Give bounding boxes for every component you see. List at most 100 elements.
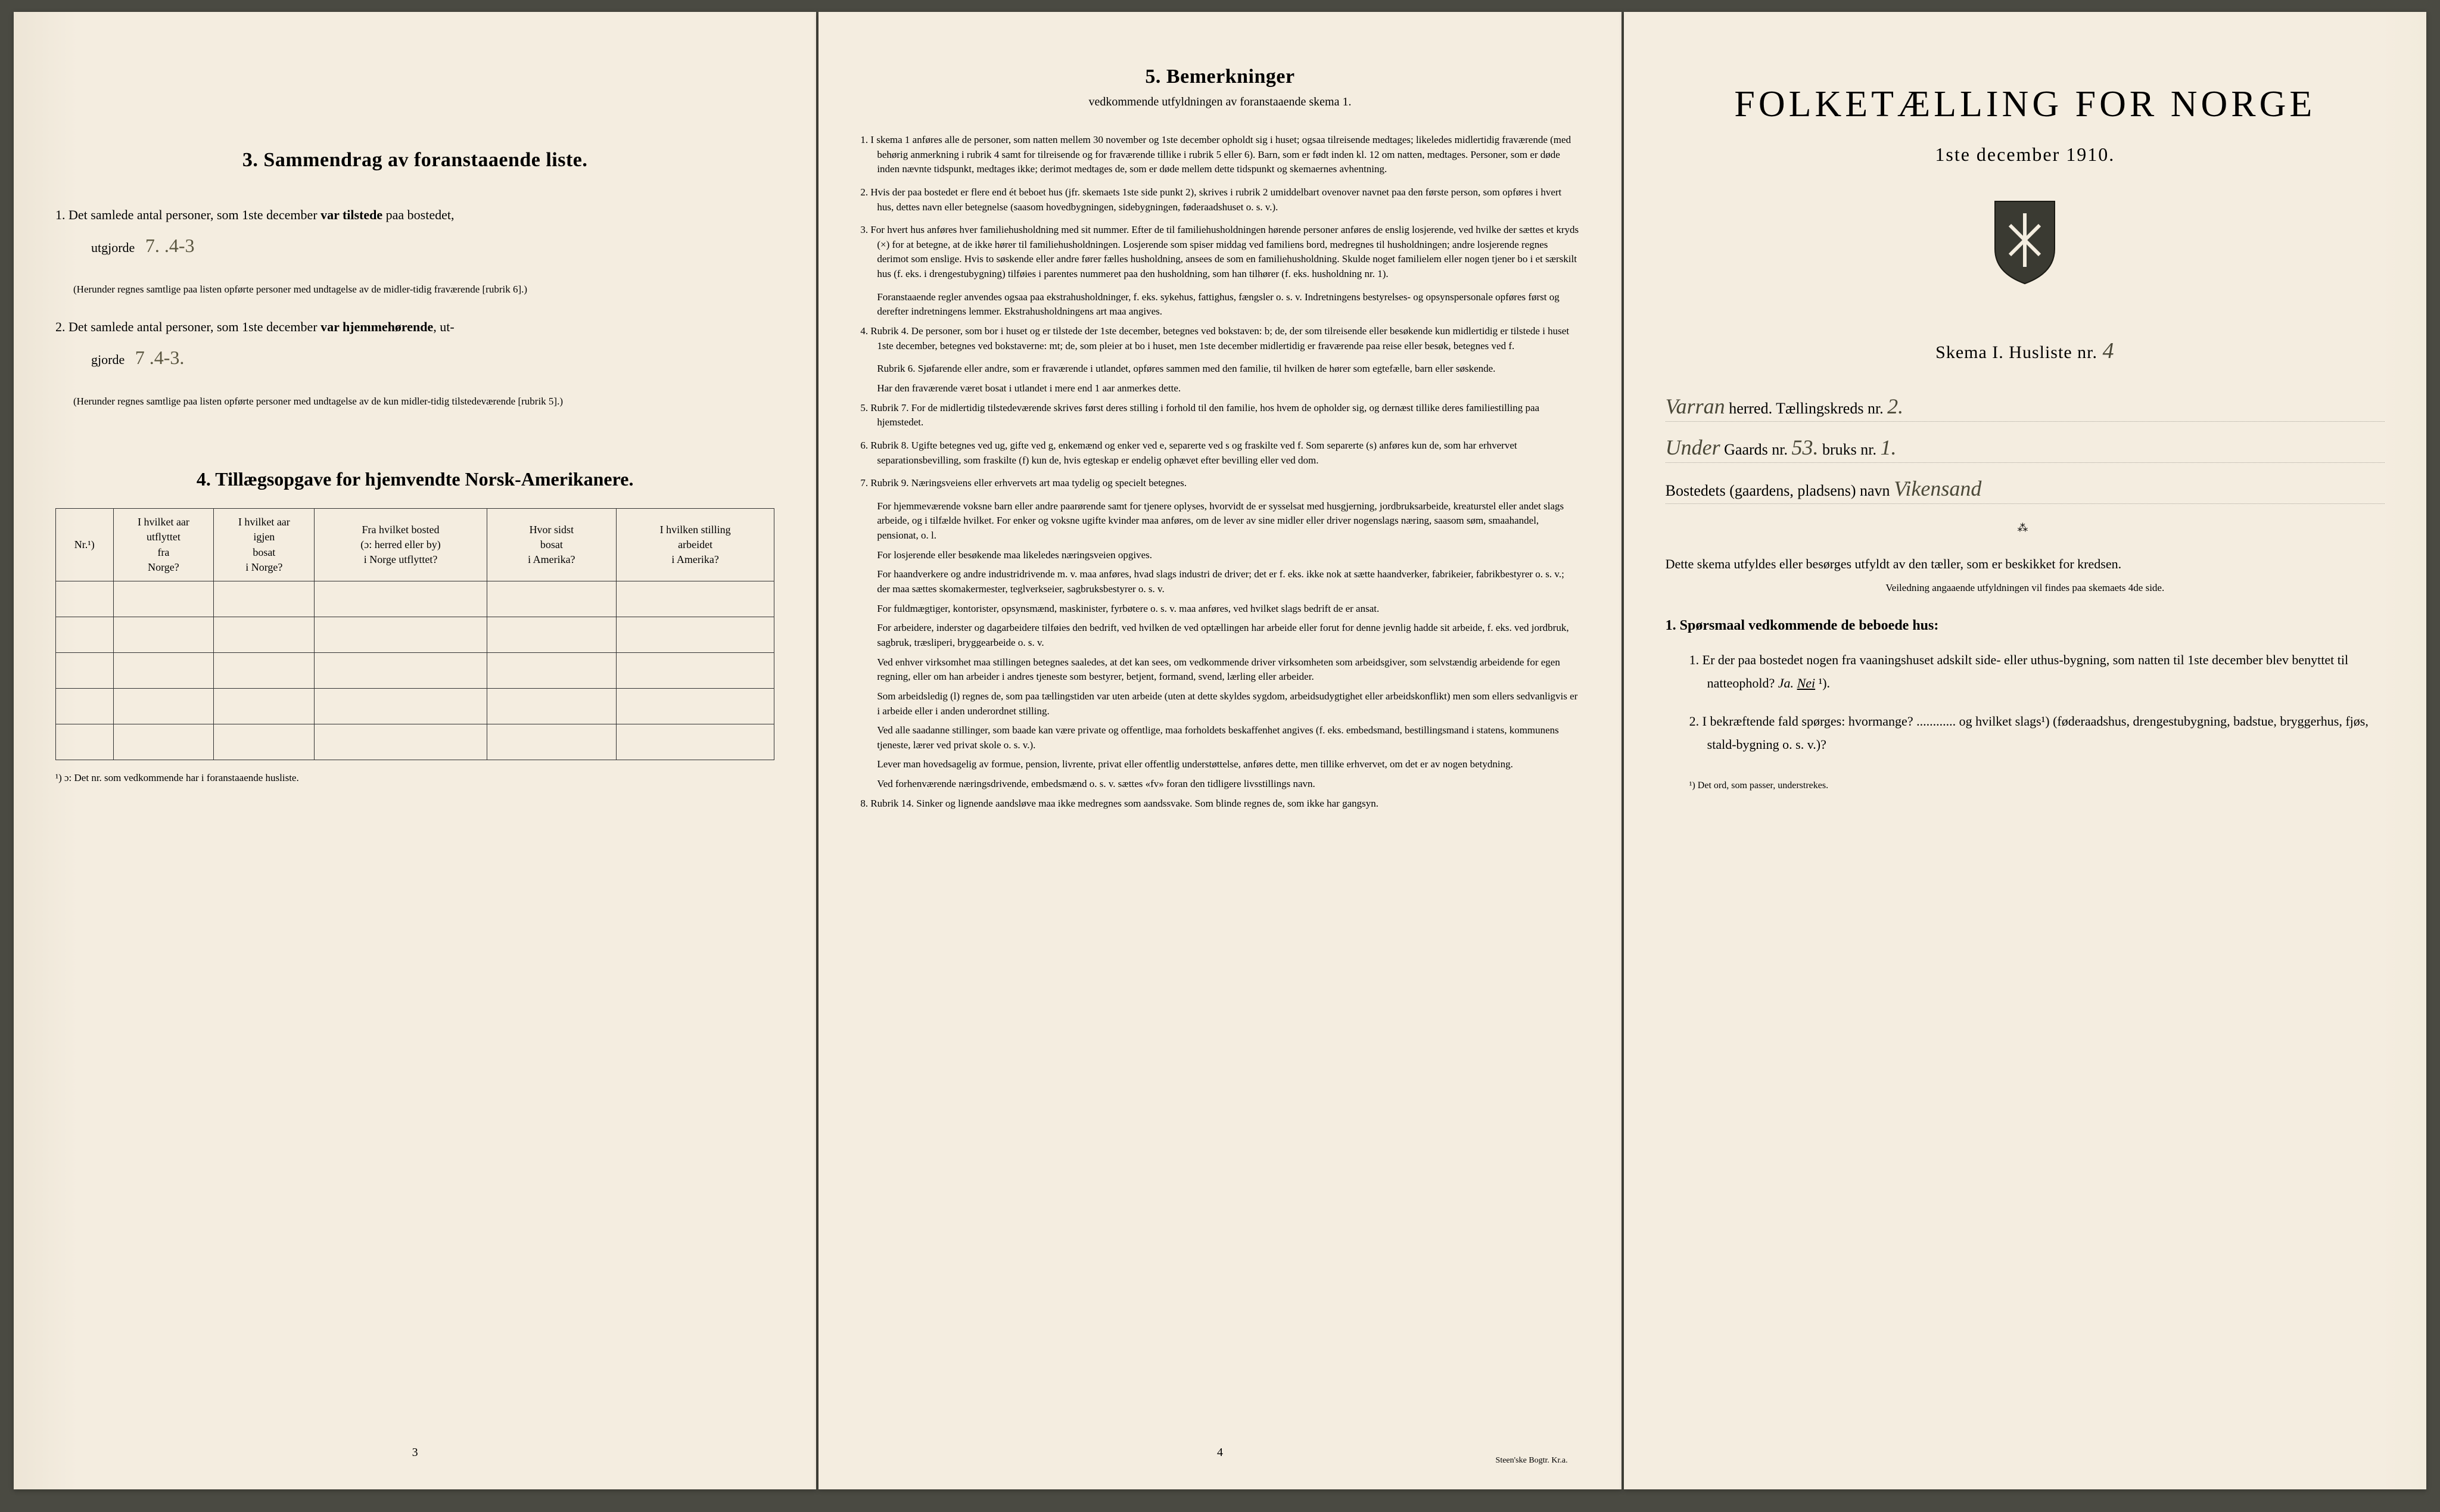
- bosted-label: Bostedets (gaardens, pladsens) navn: [1666, 482, 1894, 499]
- table-header: Hvor sidstbosati Amerika?: [487, 509, 616, 581]
- table-cell: [616, 688, 774, 724]
- skema-line: Skema I. Husliste nr. 4: [1666, 338, 2385, 364]
- herred-line: Varran herred. Tællingskreds nr. 2.: [1666, 394, 2385, 422]
- table-row: [56, 652, 774, 688]
- remark-subitem: Ved forhenværende næringsdrivende, embed…: [877, 777, 1579, 792]
- remark-subitem: For hjemmeværende voksne barn eller andr…: [877, 499, 1579, 543]
- printer-mark: Steen'ske Bogtr. Kr.a.: [1496, 1456, 1568, 1466]
- remark-subitem: Rubrik 6. Sjøfarende eller andre, som er…: [877, 362, 1579, 377]
- bruks-nr-value: 1.: [1881, 435, 1897, 459]
- skema-label: Skema I. Husliste nr.: [1935, 343, 2102, 362]
- table-row: [56, 581, 774, 617]
- item-1: 1. Det samlede antal personer, som 1ste …: [55, 203, 774, 264]
- table-cell: [487, 688, 616, 724]
- table-row: [56, 724, 774, 760]
- remark-item: 1. I skema 1 anføres alle de personer, s…: [860, 133, 1579, 177]
- table-cell: [487, 724, 616, 760]
- page-title-page: FOLKETÆLLING FOR NORGE 1ste december 191…: [1624, 12, 2426, 1489]
- table-cell: [214, 617, 315, 652]
- remark-subitem: Har den fraværende været bosat i utlande…: [877, 381, 1579, 396]
- item2-note: (Herunder regnes samtlige paa listen opf…: [73, 394, 774, 409]
- table-cell: [315, 688, 487, 724]
- coat-of-arms-icon: [1666, 195, 2385, 302]
- footnote-right: ¹) Det ord, som passer, understrekes.: [1689, 780, 2385, 791]
- husliste-nr-value: 4: [2102, 338, 2114, 363]
- table-cell: [214, 724, 315, 760]
- q1-ja: Ja.: [1778, 676, 1794, 690]
- item1-handwritten-value: 7. .4-3: [138, 235, 202, 256]
- table-header: Nr.¹): [56, 509, 114, 581]
- table-cell: [56, 617, 114, 652]
- remarks-list: 1. I skema 1 anføres alle de personer, s…: [860, 133, 1579, 811]
- table-header: I hvilket aarigjenbosati Norge?: [214, 509, 315, 581]
- item2-text-a: 2. Det samlede antal personer, som 1ste …: [55, 319, 320, 334]
- item1-text-d: utgjorde: [91, 240, 138, 255]
- remark-subitem: For fuldmægtiger, kontorister, opsynsmæn…: [877, 602, 1579, 617]
- table-cell: [487, 581, 616, 617]
- table-cell: [315, 581, 487, 617]
- bosted-name-hw: Vikensand: [1894, 477, 1981, 500]
- remark-subitem: For arbeidere, inderster og dagarbeidere…: [877, 621, 1579, 650]
- census-main-title: FOLKETÆLLING FOR NORGE: [1666, 83, 2385, 126]
- table-cell: [315, 617, 487, 652]
- item2-text-c: , ut-: [433, 319, 454, 334]
- question-2: 2. I bekræftende fald spørges: hvormange…: [1689, 710, 2385, 757]
- table-header: I hvilken stillingarbeideti Amerika?: [616, 509, 774, 581]
- table-row: [56, 617, 774, 652]
- amerika-table: Nr.¹)I hvilket aarutflyttetfraNorge?I hv…: [55, 508, 774, 760]
- section-5-subtitle: vedkommende utfyldningen av foranstaaend…: [860, 95, 1579, 109]
- table-cell: [56, 581, 114, 617]
- table-footnote: ¹) ɔ: Det nr. som vedkommende har i fora…: [55, 772, 774, 784]
- table-body: [56, 581, 774, 760]
- census-date: 1ste december 1910.: [1666, 144, 2385, 166]
- instruction-small: Veiledning angaaende utfyldningen vil fi…: [1666, 582, 2385, 594]
- table-cell: [56, 652, 114, 688]
- gaards-line: Under Gaards nr. 53. bruks nr. 1.: [1666, 435, 2385, 463]
- table-row: [56, 688, 774, 724]
- table-cell: [214, 688, 315, 724]
- remark-item: 6. Rubrik 8. Ugifte betegnes ved ug, gif…: [860, 438, 1579, 468]
- table-header: I hvilket aarutflyttetfraNorge?: [113, 509, 214, 581]
- table-header: Fra hvilket bosted(ɔ: herred eller by)i …: [315, 509, 487, 581]
- table-cell: [113, 581, 214, 617]
- table-cell: [113, 724, 214, 760]
- ornament-icon: ⁂: [1666, 522, 2385, 534]
- gaards-nr-label: Gaards nr.: [1720, 441, 1792, 458]
- table-cell: [616, 652, 774, 688]
- item2-bold: var hjemmehørende: [320, 319, 433, 334]
- remark-subitem: For losjerende eller besøkende maa likel…: [877, 548, 1579, 563]
- table-cell: [214, 581, 315, 617]
- remark-item: 7. Rubrik 9. Næringsveiens eller erhverv…: [860, 476, 1579, 491]
- table-cell: [113, 652, 214, 688]
- page-number-4: 4: [1217, 1446, 1223, 1460]
- remark-subitem: Ved alle saadanne stillinger, som baade …: [877, 723, 1579, 752]
- table-cell: [616, 581, 774, 617]
- table-cell: [113, 617, 214, 652]
- bosted-line: Bostedets (gaardens, pladsens) navn Vike…: [1666, 476, 2385, 504]
- remark-item: 4. Rubrik 4. De personer, som bor i huse…: [860, 324, 1579, 353]
- table-cell: [487, 652, 616, 688]
- section-5-title: 5. Bemerkninger: [860, 66, 1579, 88]
- remark-item: 3. For hvert hus anføres hver familiehus…: [860, 223, 1579, 282]
- herred-label: herred. Tællingskreds nr.: [1725, 400, 1887, 417]
- q1-nei-underlined: Nei: [1797, 676, 1816, 690]
- table-cell: [214, 652, 315, 688]
- page-4: 5. Bemerkninger vedkommende utfyldningen…: [818, 12, 1621, 1489]
- bruks-nr-label: bruks nr.: [1819, 441, 1881, 458]
- remark-subitem: Som arbeidsledig (l) regnes de, som paa …: [877, 689, 1579, 718]
- remark-subitem: For haandverkere og andre industridriven…: [877, 567, 1579, 596]
- questions-heading: 1. Spørsmaal vedkommende de beboede hus:: [1666, 618, 2385, 634]
- table-cell: [56, 724, 114, 760]
- page-number-3: 3: [412, 1446, 418, 1460]
- remark-item: 5. Rubrik 7. For de midlertidig tilstede…: [860, 401, 1579, 430]
- document-spread: 3. Sammendrag av foranstaaende liste. 1.…: [14, 12, 2426, 1489]
- table-cell: [487, 617, 616, 652]
- item1-note: (Herunder regnes samtlige paa listen opf…: [73, 282, 774, 297]
- table-cell: [315, 652, 487, 688]
- table-head: Nr.¹)I hvilket aarutflyttetfraNorge?I hv…: [56, 509, 774, 581]
- gaards-prefix-hw: Under: [1666, 435, 1720, 459]
- item2-handwritten-value: 7 .4-3.: [128, 347, 192, 368]
- section-4-title: 4. Tillægsopgave for hjemvendte Norsk-Am…: [55, 468, 774, 490]
- herred-name-hw: Varran: [1666, 394, 1725, 418]
- remark-item: 2. Hvis der paa bostedet er flere end ét…: [860, 185, 1579, 214]
